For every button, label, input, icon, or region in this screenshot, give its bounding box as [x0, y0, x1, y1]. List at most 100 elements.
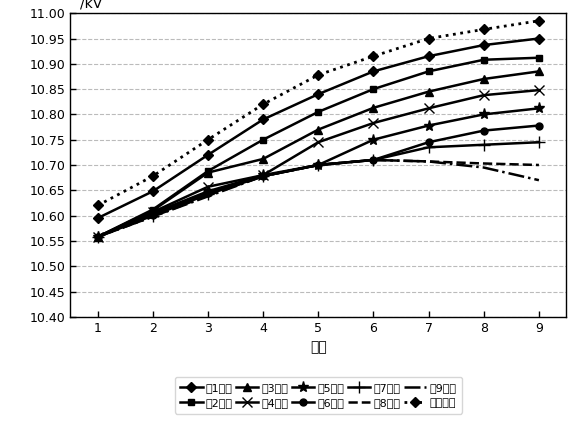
初始情况 [425, 36, 432, 41]
第8节点 [94, 234, 101, 239]
第7节点 [315, 162, 322, 168]
第3节点 [204, 170, 211, 175]
第5节点 [204, 189, 211, 194]
第3节点 [315, 127, 322, 132]
第8节点 [370, 157, 377, 162]
第9节点 [94, 234, 101, 239]
Line: 第4节点: 第4节点 [93, 85, 544, 242]
第7节点 [204, 192, 211, 197]
第7节点 [425, 145, 432, 150]
第2节点 [536, 55, 543, 60]
Line: 第3节点: 第3节点 [93, 67, 543, 241]
Line: 第6节点: 第6节点 [94, 122, 543, 240]
第8节点 [315, 162, 322, 168]
第6节点 [425, 139, 432, 145]
初始情况 [204, 137, 211, 142]
初始情况 [370, 54, 377, 59]
第3节点 [150, 208, 157, 213]
第4节点 [94, 234, 101, 239]
第5节点 [94, 234, 101, 239]
第3节点 [94, 234, 101, 239]
第2节点 [204, 169, 211, 174]
第6节点 [260, 173, 267, 179]
第7节点 [260, 173, 267, 179]
第2节点 [370, 87, 377, 92]
第8节点 [150, 214, 157, 219]
Line: 第5节点: 第5节点 [92, 103, 544, 242]
第3节点 [370, 105, 377, 110]
第1节点 [370, 69, 377, 74]
初始情况 [536, 18, 543, 23]
第1节点 [315, 92, 322, 97]
初始情况 [480, 27, 487, 32]
第6节点 [204, 190, 211, 195]
第2节点 [315, 109, 322, 114]
第1节点 [480, 42, 487, 48]
第9节点 [370, 157, 377, 162]
第1节点 [260, 117, 267, 122]
第1节点 [204, 152, 211, 158]
第5节点 [536, 106, 543, 111]
Text: /kV: /kV [80, 0, 102, 10]
第1节点 [536, 36, 543, 41]
第5节点 [425, 123, 432, 128]
Line: 第9节点: 第9节点 [98, 160, 539, 237]
第5节点 [315, 162, 322, 168]
Legend: 第1节点, 第2节点, 第3节点, 第4节点, 第5节点, 第6节点, 第7节点, 第8节点, 第9节点, 初始情况: 第1节点, 第2节点, 第3节点, 第4节点, 第5节点, 第6节点, 第7节点… [175, 377, 462, 414]
第7节点 [480, 142, 487, 147]
第3节点 [425, 89, 432, 94]
第3节点 [480, 77, 487, 82]
第1节点 [150, 189, 157, 194]
第8节点 [425, 159, 432, 164]
第4节点 [204, 184, 211, 189]
第9节点 [425, 159, 432, 164]
第6节点 [94, 234, 101, 239]
第6节点 [150, 212, 157, 217]
第4节点 [315, 139, 322, 145]
第6节点 [370, 157, 377, 162]
第7节点 [94, 234, 101, 239]
第9节点 [204, 194, 211, 199]
Line: 初始情况: 初始情况 [94, 17, 543, 209]
初始情况 [94, 203, 101, 208]
第8节点 [260, 173, 267, 179]
第7节点 [150, 213, 157, 218]
第8节点 [536, 162, 543, 168]
第6节点 [536, 123, 543, 128]
第4节点 [425, 106, 432, 111]
第8节点 [204, 193, 211, 198]
X-axis label: 节点: 节点 [310, 340, 326, 354]
第3节点 [536, 69, 543, 74]
第9节点 [536, 178, 543, 183]
第4节点 [480, 92, 487, 98]
第2节点 [94, 234, 101, 239]
第1节点 [425, 54, 432, 59]
第6节点 [315, 162, 322, 168]
Line: 第8节点: 第8节点 [98, 160, 539, 237]
第5节点 [480, 112, 487, 117]
第8节点 [480, 161, 487, 166]
初始情况 [150, 173, 157, 179]
第7节点 [370, 157, 377, 162]
第4节点 [260, 172, 267, 178]
第4节点 [150, 209, 157, 215]
第2节点 [260, 137, 267, 142]
第4节点 [370, 121, 377, 126]
第9节点 [315, 162, 322, 168]
第9节点 [260, 173, 267, 179]
第5节点 [370, 137, 377, 142]
第5节点 [150, 210, 157, 216]
Line: 第1节点: 第1节点 [94, 35, 543, 222]
第2节点 [480, 57, 487, 62]
Line: 第7节点: 第7节点 [92, 136, 545, 243]
第5节点 [260, 172, 267, 178]
第2节点 [150, 207, 157, 212]
初始情况 [260, 102, 267, 107]
第9节点 [480, 165, 487, 170]
第7节点 [536, 139, 543, 145]
第9节点 [150, 214, 157, 219]
第1节点 [94, 216, 101, 221]
Line: 第2节点: 第2节点 [94, 54, 543, 240]
初始情况 [315, 72, 322, 77]
第6节点 [480, 128, 487, 133]
